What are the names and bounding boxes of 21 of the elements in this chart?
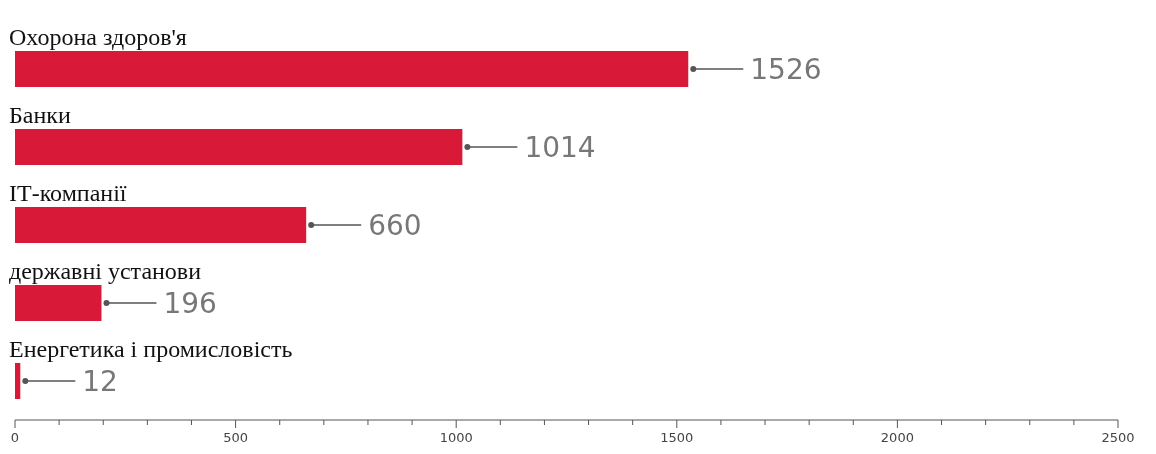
x-tick-label: 1000	[439, 430, 473, 445]
bar	[15, 207, 307, 243]
y-tick-label: ІТ-компанії	[9, 180, 127, 206]
data-label: 1526	[750, 52, 822, 86]
data-label: 660	[368, 208, 422, 242]
data-label: 1014	[524, 130, 596, 164]
bar	[15, 285, 102, 321]
x-tick-label: 2500	[1101, 430, 1135, 445]
x-tick-label: 1500	[660, 430, 694, 445]
y-tick-label: Охорона здоров'я	[9, 24, 187, 50]
bar	[15, 363, 21, 399]
bar	[15, 129, 463, 165]
y-tick-label: державні установи	[9, 258, 202, 284]
data-label: 196	[163, 286, 217, 320]
x-tick-label: 500	[223, 430, 249, 445]
y-tick-label: Банки	[9, 102, 71, 128]
bar	[15, 51, 689, 87]
data-label: 12	[82, 364, 118, 398]
x-tick-label: 2000	[880, 430, 914, 445]
x-tick-label: 0	[10, 430, 20, 445]
y-tick-label: Енергетика і промисловість	[9, 336, 293, 362]
